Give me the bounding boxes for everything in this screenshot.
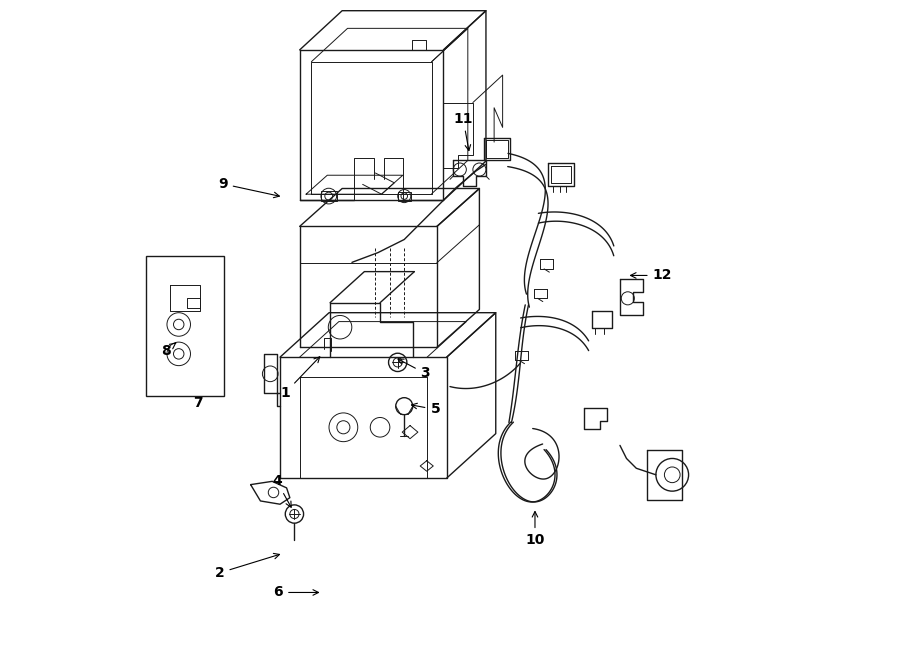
Text: 9: 9 (218, 177, 279, 198)
Bar (398, 191, 410, 201)
Text: 12: 12 (631, 268, 672, 283)
Circle shape (325, 192, 333, 200)
Text: 11: 11 (454, 112, 473, 150)
Text: 6: 6 (274, 585, 319, 600)
Circle shape (401, 193, 408, 199)
Text: 1: 1 (280, 357, 319, 400)
Text: 10: 10 (526, 512, 544, 547)
Text: 8: 8 (161, 343, 176, 357)
Text: 7: 7 (194, 396, 203, 410)
Text: 4: 4 (272, 475, 292, 507)
Bar (146, 256, 224, 397)
Text: 3: 3 (398, 359, 430, 381)
Text: 2: 2 (215, 553, 280, 580)
Text: 5: 5 (411, 402, 440, 416)
Bar (321, 191, 337, 201)
